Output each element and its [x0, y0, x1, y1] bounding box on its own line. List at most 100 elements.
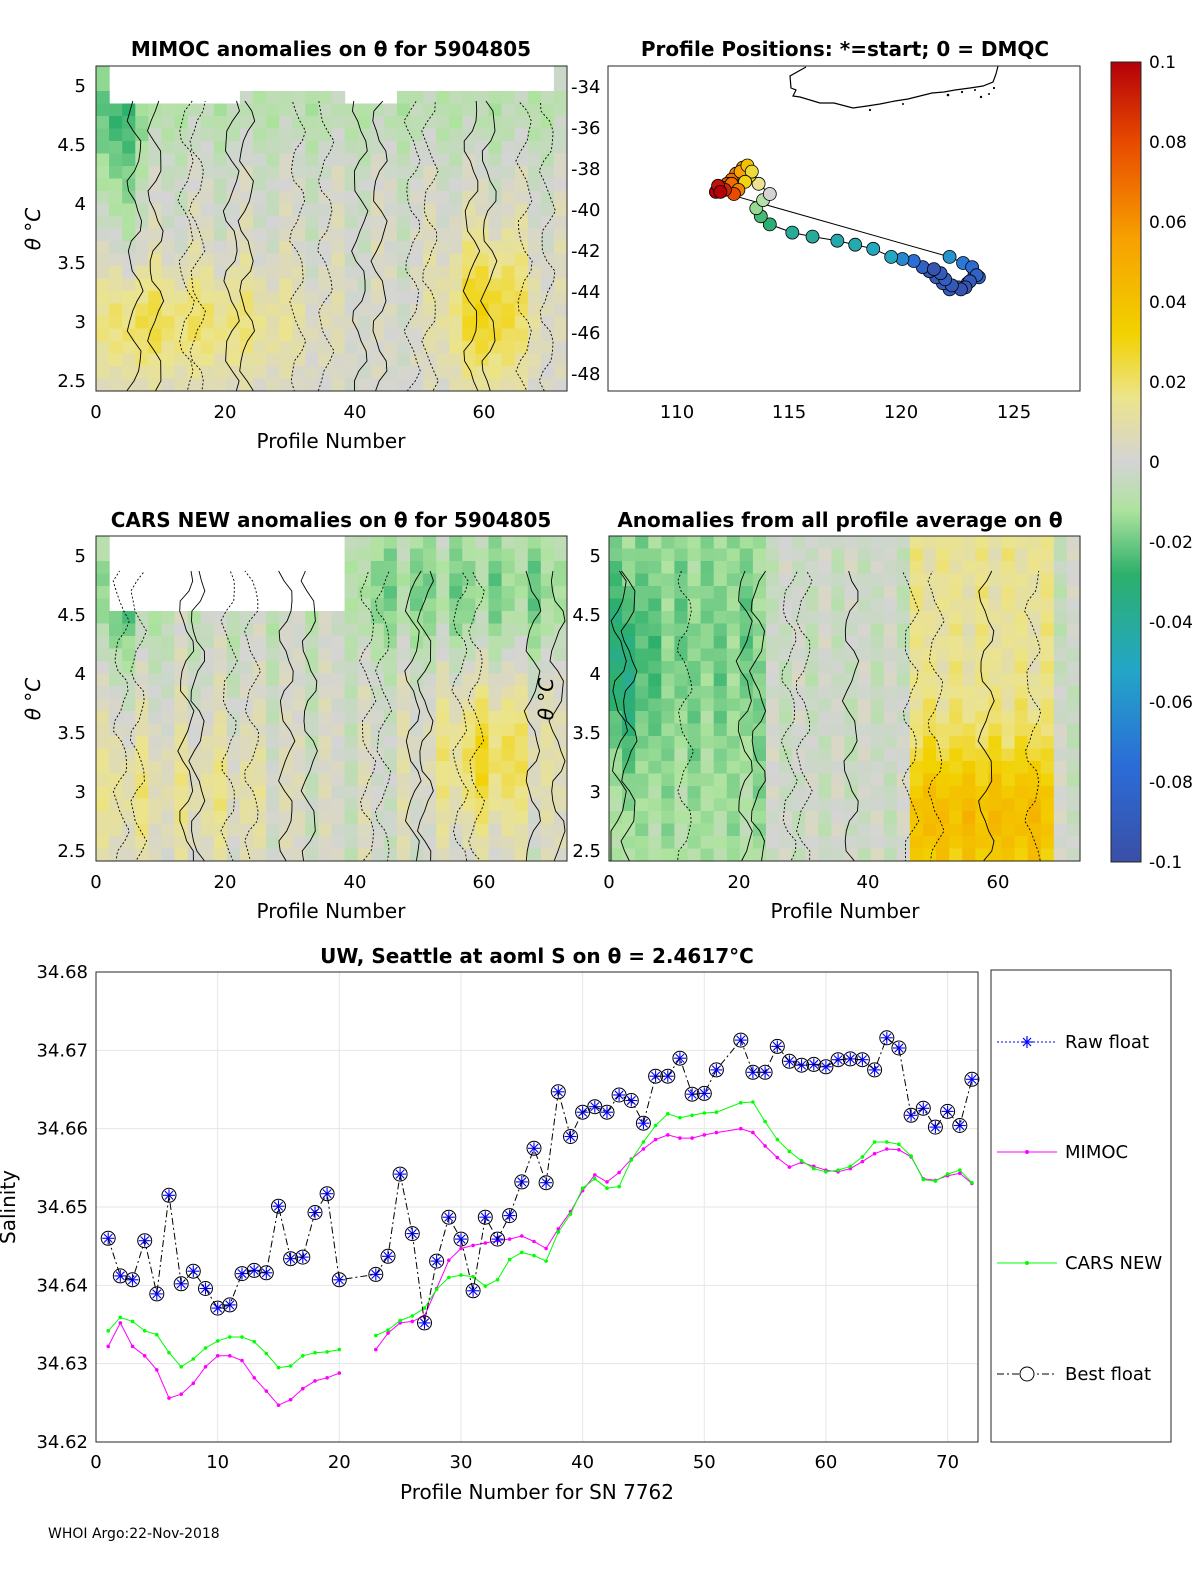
- heatmap-cell: [700, 798, 715, 812]
- heatmap-cell: [818, 561, 832, 575]
- heatmap-cell: [213, 711, 228, 725]
- heatmap-cell: [96, 823, 110, 837]
- heatmap-cell: [213, 128, 228, 142]
- heatmap-cell: [1014, 573, 1029, 587]
- heatmap-cell: [844, 673, 859, 687]
- heatmap-cell: [200, 686, 215, 700]
- heatmap-cell: [410, 191, 424, 205]
- heatmap-cell: [936, 823, 950, 837]
- heatmap-cell: [857, 836, 872, 850]
- heatmap-cell: [383, 836, 398, 850]
- heatmap-cell: [1053, 686, 1068, 700]
- heatmap-cell: [540, 711, 555, 725]
- heatmap-cell: [622, 548, 636, 562]
- heatmap-cell: [462, 316, 476, 330]
- heatmap-cell: [1066, 573, 1081, 587]
- heatmap-cell: [896, 748, 911, 762]
- heatmap-cell: [1053, 536, 1068, 550]
- series-point-cars-new: [580, 1186, 585, 1190]
- heatmap-cell: [909, 673, 924, 687]
- positions-ytick: -46: [571, 323, 600, 344]
- heatmap-cell: [488, 253, 503, 267]
- positions-title: Profile Positions: *=start; 0 = DMQC: [641, 37, 1049, 61]
- heatmap-cell: [383, 303, 398, 317]
- heatmap-cell: [109, 353, 123, 367]
- heatmap-cell: [200, 341, 215, 355]
- series-point-cars-new: [398, 1318, 402, 1323]
- heatmap-cell: [226, 823, 241, 837]
- heatmap-cell: [700, 636, 715, 650]
- heatmap-cell: [148, 673, 162, 687]
- heatmap-cell: [174, 216, 189, 230]
- heatmap-cell: [253, 241, 267, 255]
- heatmap-cell: [109, 266, 123, 280]
- heatmap-cell: [122, 798, 136, 812]
- heatmap-cell: [396, 611, 411, 625]
- heatmap-cell: [883, 586, 898, 600]
- heatmap-cell: [883, 573, 898, 587]
- heatmap-cell: [423, 573, 437, 587]
- heatmap-cell: [357, 141, 372, 155]
- series-point-best-float: [648, 1068, 664, 1084]
- heatmap-cell: [449, 773, 463, 787]
- heatmap-cell: [383, 723, 398, 737]
- heatmap-cell: [135, 178, 149, 192]
- heatmap-cell: [553, 786, 568, 800]
- heatmap-cell: [462, 291, 476, 305]
- heatmap-cell: [96, 366, 110, 380]
- heatmap-cell: [501, 278, 516, 292]
- heatmap-cell: [266, 848, 280, 862]
- heatmap-cell: [949, 623, 963, 637]
- heatmap-cell: [135, 786, 149, 800]
- heatmap-cell: [766, 573, 780, 587]
- heatmap-cell: [700, 661, 715, 675]
- heatmap-cell: [635, 686, 649, 700]
- heatmap-cell: [713, 648, 728, 662]
- heatmap-cell: [239, 353, 254, 367]
- heatmap-cell: [383, 686, 398, 700]
- heatmap-cell: [96, 711, 110, 725]
- heatmap-cell: [713, 536, 728, 550]
- heatmap-cell: [292, 341, 306, 355]
- heatmap-cell: [279, 316, 293, 330]
- heatmap-cell: [370, 673, 385, 687]
- heatmap-cell: [239, 673, 254, 687]
- heatmap-cell: [213, 166, 228, 180]
- heatmap-cell: [357, 291, 372, 305]
- heatmap-cell: [779, 723, 793, 737]
- heatmap-cell: [96, 178, 110, 192]
- heatmap-cell: [370, 278, 385, 292]
- series-point-cars-new: [836, 1168, 840, 1172]
- heatmap-cell: [988, 561, 1003, 575]
- mimoc-ytick: 3: [75, 312, 86, 333]
- track-point: [762, 187, 777, 201]
- heatmap-cell: [370, 561, 385, 575]
- heatmap-cell: [553, 103, 568, 117]
- heatmap-cell: [292, 698, 306, 712]
- heatmap-cell: [514, 611, 529, 625]
- heatmap-cell: [949, 586, 963, 600]
- heatmap-cell: [540, 103, 555, 117]
- heatmap-cell: [501, 328, 516, 342]
- heatmap-cell: [213, 253, 228, 267]
- heatmap-cell: [648, 711, 662, 725]
- heatmap-cell: [962, 736, 976, 750]
- heatmap-cell: [844, 723, 859, 737]
- heatmap-cell: [514, 536, 529, 550]
- heatmap-cell: [923, 673, 937, 687]
- heatmap-cell: [187, 228, 202, 242]
- heatmap-cell: [292, 316, 306, 330]
- heatmap-cell: [622, 573, 636, 587]
- heatmap-cell: [239, 648, 254, 662]
- series-point-mimoc: [483, 1241, 488, 1245]
- series-point-cars-new: [885, 1140, 889, 1144]
- heatmap-cell: [540, 636, 555, 650]
- heatmap-cell: [527, 116, 542, 130]
- series-point-cars-new: [812, 1166, 816, 1171]
- heatmap-cell: [148, 178, 162, 192]
- heatmap-cell: [436, 191, 450, 205]
- heatmap-cell: [226, 611, 241, 625]
- heatmap-cell: [713, 848, 728, 862]
- heatmap-cell: [896, 698, 911, 712]
- heatmap-cell: [96, 698, 110, 712]
